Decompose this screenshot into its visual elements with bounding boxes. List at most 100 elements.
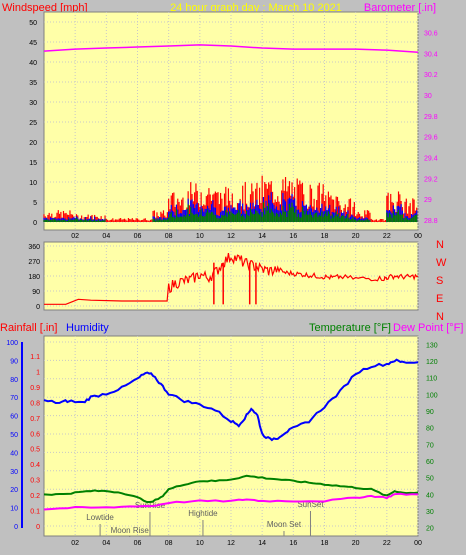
direction-y-tick: 360 bbox=[28, 244, 40, 251]
wind-plot-area bbox=[43, 11, 419, 231]
wind-y-tick: 25 bbox=[29, 120, 37, 127]
humidity-tick: 80 bbox=[10, 377, 18, 384]
weather-x-tick: 12 bbox=[227, 540, 235, 547]
humidity-tick: 0 bbox=[14, 524, 18, 531]
barometer-tick: 28.8 bbox=[424, 218, 438, 225]
wind-x-tick: 12 bbox=[227, 233, 235, 240]
compass-label: S bbox=[436, 275, 443, 287]
wind-y-tick: 30 bbox=[29, 100, 37, 107]
rain-tick: 0 bbox=[36, 524, 40, 531]
wind-y-tick: 45 bbox=[29, 40, 37, 47]
wind-x-tick: 04 bbox=[102, 233, 110, 240]
temperature-label: Temperature [°F] bbox=[309, 322, 391, 334]
rain-tick: 0.8 bbox=[30, 400, 40, 407]
temp-tick: 60 bbox=[426, 459, 434, 466]
rainfall-label: Rainfall [.in] bbox=[0, 322, 57, 334]
wind-y-tick: 20 bbox=[29, 140, 37, 147]
graph-day-title: 24 hour graph day : March 10 2021 bbox=[170, 2, 342, 14]
humidity-tick: 10 bbox=[10, 506, 18, 513]
wind-x-tick: 20 bbox=[352, 233, 360, 240]
weather-x-tick: 02 bbox=[71, 540, 79, 547]
moonset-label: Moon Set bbox=[267, 520, 302, 529]
weather-x-tick: 14 bbox=[258, 540, 266, 547]
barometer-tick: 30.6 bbox=[424, 30, 438, 37]
rain-tick: 0.4 bbox=[30, 462, 40, 469]
temp-tick: 40 bbox=[426, 492, 434, 499]
temp-tick: 30 bbox=[426, 509, 434, 516]
rain-tick: 0.2 bbox=[30, 493, 40, 500]
humidity-tick: 20 bbox=[10, 487, 18, 494]
wind-x-tick: 10 bbox=[196, 233, 204, 240]
direction-y-tick: 270 bbox=[28, 259, 40, 266]
humidity-tick: 70 bbox=[10, 395, 18, 402]
temp-tick: 80 bbox=[426, 426, 434, 433]
direction-y-tick: 180 bbox=[28, 274, 40, 281]
wind-y-tick: 5 bbox=[33, 200, 37, 207]
wind-y-tick: 40 bbox=[29, 60, 37, 67]
weather-x-tick: 04 bbox=[102, 540, 110, 547]
moonrise-label: Moon Rise bbox=[111, 526, 150, 535]
barometer-tick: 30 bbox=[424, 93, 432, 100]
barometer-line bbox=[43, 44, 419, 53]
temperature-line bbox=[43, 474, 419, 504]
humidity-tick: 30 bbox=[10, 469, 18, 476]
hightide-label: Hightide bbox=[188, 509, 218, 518]
dewpoint-line bbox=[43, 492, 419, 511]
wind-y-tick: 35 bbox=[29, 80, 37, 87]
rain-tick: 0.1 bbox=[30, 509, 40, 516]
direction-line bbox=[44, 252, 419, 305]
weather-x-tick: 06 bbox=[134, 540, 142, 547]
dewpoint-label: Dew Point [°F] bbox=[393, 322, 463, 334]
barometer-tick: 29.8 bbox=[424, 114, 438, 121]
compass-label: N bbox=[436, 239, 444, 251]
temp-tick: 100 bbox=[426, 392, 438, 399]
compass-label: W bbox=[436, 257, 447, 269]
rain-tick: 0.5 bbox=[30, 447, 40, 454]
lowtide-label: Lowtide bbox=[86, 513, 114, 522]
weather-x-tick: 08 bbox=[165, 540, 173, 547]
rain-tick: 0.7 bbox=[30, 416, 40, 423]
weather-x-tick: 10 bbox=[196, 540, 204, 547]
wind-x-tick: 06 bbox=[134, 233, 142, 240]
temp-tick: 20 bbox=[426, 526, 434, 533]
humidity-tick: 60 bbox=[10, 414, 18, 421]
humidity-label: Humidity bbox=[66, 322, 109, 334]
rain-tick: 0.6 bbox=[30, 431, 40, 438]
barometer-tick: 29.6 bbox=[424, 135, 438, 142]
wind-y-tick: 15 bbox=[29, 160, 37, 167]
compass-label: N bbox=[436, 311, 444, 323]
wind-x-tick: 08 bbox=[165, 233, 173, 240]
wind-x-tick: 18 bbox=[321, 233, 329, 240]
barometer-title: Barometer [.in] bbox=[364, 2, 436, 14]
wind-x-tick: 14 bbox=[258, 233, 266, 240]
barometer-tick: 29.4 bbox=[424, 155, 438, 162]
wind-x-tick: 02 bbox=[71, 233, 79, 240]
temp-tick: 130 bbox=[426, 342, 438, 349]
barometer-tick: 30.2 bbox=[424, 72, 438, 79]
humidity-tick: 90 bbox=[10, 358, 18, 365]
rain-tick: 0.3 bbox=[30, 478, 40, 485]
wind-x-tick: 16 bbox=[289, 233, 297, 240]
direction-y-tick: 90 bbox=[32, 289, 40, 296]
barometer-tick: 29 bbox=[424, 197, 432, 204]
barometer-tick: 30.4 bbox=[424, 51, 438, 58]
humidity-line bbox=[43, 358, 419, 442]
wind-y-tick: 10 bbox=[29, 180, 37, 187]
temp-tick: 120 bbox=[426, 359, 438, 366]
weather-x-tick: 20 bbox=[352, 540, 360, 547]
weather-x-tick: 22 bbox=[383, 540, 391, 547]
weather-x-tick: 16 bbox=[289, 540, 297, 547]
humidity-tick: 100 bbox=[6, 340, 18, 347]
direction-y-tick: 0 bbox=[36, 304, 40, 311]
temp-tick: 90 bbox=[426, 409, 434, 416]
temp-tick: 70 bbox=[426, 442, 434, 449]
temp-tick: 110 bbox=[426, 376, 437, 383]
weather-x-tick: 00 bbox=[414, 540, 422, 547]
wind-x-tick: 22 bbox=[383, 233, 391, 240]
barometer-tick: 29.2 bbox=[424, 176, 438, 183]
wind-y-tick: 50 bbox=[29, 20, 37, 27]
rain-tick: 1.1 bbox=[30, 354, 40, 361]
windspeed-title: Windspeed [mph] bbox=[2, 2, 88, 14]
rain-tick: 0.9 bbox=[30, 385, 40, 392]
